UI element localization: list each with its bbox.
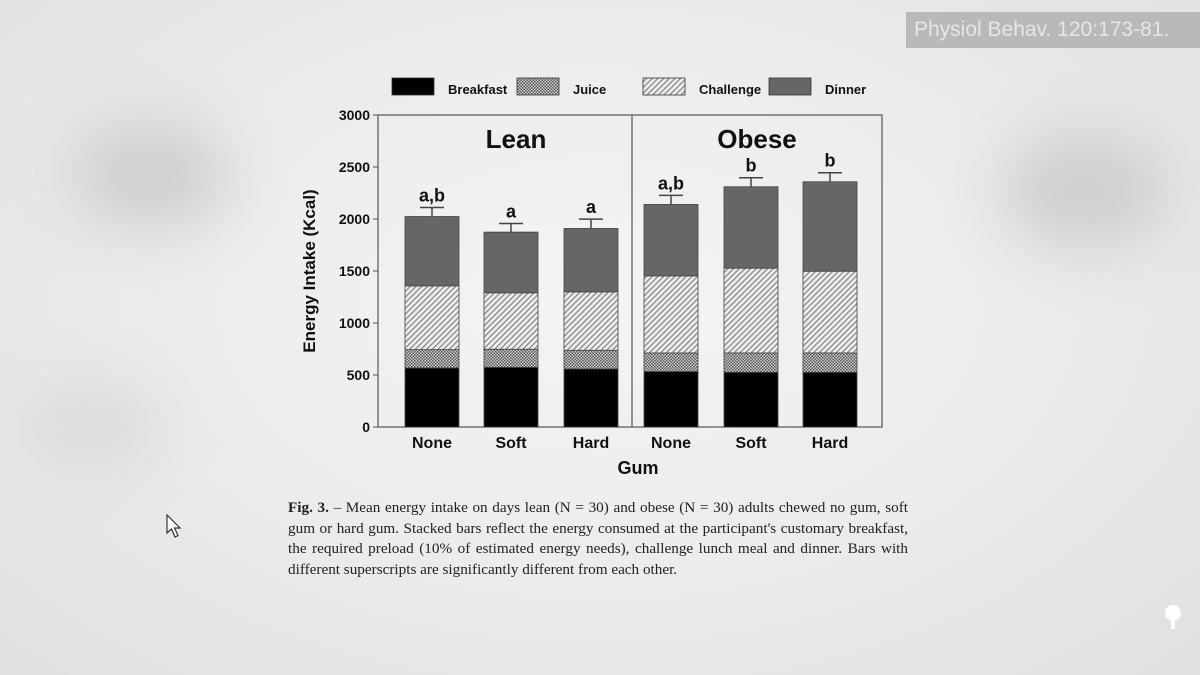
bar-segment-dinner bbox=[404, 216, 460, 287]
bar-segment-juice bbox=[404, 349, 460, 369]
bar-segment-juice bbox=[723, 352, 779, 373]
bar-segment-dinner bbox=[563, 228, 619, 293]
legend-swatch-juice bbox=[516, 77, 560, 96]
panel-title: Lean bbox=[486, 124, 547, 154]
y-tick-label: 1000 bbox=[339, 315, 370, 331]
panel-title: Obese bbox=[717, 124, 797, 154]
y-tick-label: 500 bbox=[347, 367, 371, 383]
bar-segment-breakfast bbox=[563, 368, 619, 428]
y-tick-label: 0 bbox=[362, 419, 370, 435]
bar-segment-challenge bbox=[643, 275, 699, 354]
mouse-cursor-icon bbox=[166, 514, 182, 538]
significance-label: a bbox=[586, 197, 597, 217]
bar-segment-challenge bbox=[483, 292, 539, 350]
x-tick-label: None bbox=[412, 435, 452, 452]
bar-segment-juice bbox=[483, 348, 539, 368]
background-blur bbox=[70, 120, 230, 230]
bar-segment-juice bbox=[563, 349, 619, 370]
significance-label: a bbox=[506, 201, 517, 221]
legend-swatch-dinner bbox=[768, 77, 812, 96]
bar-segment-challenge bbox=[723, 267, 779, 354]
bar-segment-dinner bbox=[723, 186, 779, 269]
y-tick-label: 1500 bbox=[339, 263, 370, 279]
bar-segment-breakfast bbox=[404, 367, 460, 428]
bar-segment-juice bbox=[802, 352, 858, 373]
bar-segment-breakfast bbox=[643, 371, 699, 428]
x-axis-label: Gum bbox=[617, 458, 658, 478]
legend-label-dinner: Dinner bbox=[825, 82, 866, 97]
citation-banner: Physiol Behav. 120:173-81. bbox=[906, 12, 1200, 48]
legend-label-juice: Juice bbox=[573, 82, 606, 97]
tree-icon bbox=[1165, 605, 1181, 629]
bar-segment-dinner bbox=[802, 181, 858, 272]
bar-segment-challenge bbox=[563, 291, 619, 351]
y-tick-label: 2000 bbox=[339, 211, 370, 227]
significance-label: a,b bbox=[419, 185, 445, 205]
significance-label: b bbox=[746, 156, 757, 176]
caption-label: Fig. 3. bbox=[288, 499, 329, 516]
caption-text: – Mean energy intake on days lean (N = 3… bbox=[288, 499, 908, 578]
background-blur bbox=[20, 380, 170, 470]
bar-segment-challenge bbox=[802, 270, 858, 354]
bar-segment-challenge bbox=[404, 285, 460, 351]
bar-segment-dinner bbox=[643, 204, 699, 277]
significance-label: b bbox=[825, 151, 836, 171]
x-tick-label: Soft bbox=[495, 435, 527, 452]
bar-segment-juice bbox=[643, 352, 699, 372]
x-tick-label: Soft bbox=[735, 435, 767, 452]
background-blur bbox=[1000, 130, 1170, 250]
x-tick-label: None bbox=[651, 435, 691, 452]
legend-label-challenge: Challenge bbox=[699, 82, 761, 97]
y-tick-label: 3000 bbox=[339, 107, 370, 123]
bar-segment-breakfast bbox=[802, 371, 858, 428]
x-tick-label: Hard bbox=[573, 435, 609, 452]
bar-segment-breakfast bbox=[483, 366, 539, 428]
legend-swatch-challenge bbox=[642, 77, 686, 96]
bar-segment-dinner bbox=[483, 231, 539, 294]
legend-label-breakfast: Breakfast bbox=[448, 82, 508, 97]
figure-caption: Fig. 3. – Mean energy intake on days lea… bbox=[288, 498, 908, 580]
legend: Breakfast Juice Challenge Dinner bbox=[391, 77, 866, 97]
bar-segment-breakfast bbox=[723, 371, 779, 428]
y-axis-label: Energy Intake (Kcal) bbox=[300, 189, 319, 352]
y-tick-label: 2500 bbox=[339, 159, 370, 175]
significance-label: a,b bbox=[658, 173, 684, 193]
legend-swatch-breakfast bbox=[391, 77, 435, 96]
x-tick-label: Hard bbox=[812, 435, 848, 452]
plot-area: 0 500 1000 1500 2000 2500 3000 Lean Obese a,b None… bbox=[339, 107, 883, 452]
